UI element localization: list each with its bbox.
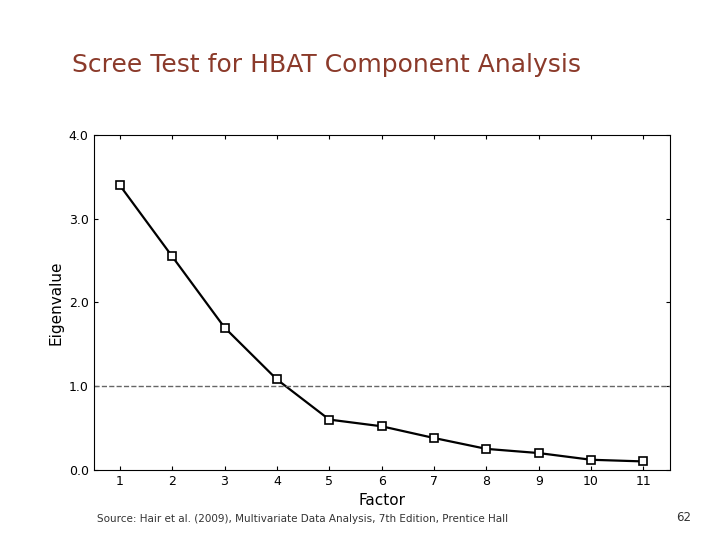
Y-axis label: Eigenvalue: Eigenvalue [48, 260, 63, 345]
X-axis label: Factor: Factor [358, 493, 405, 508]
Text: Scree Test for HBAT Component Analysis: Scree Test for HBAT Component Analysis [72, 53, 581, 77]
Text: 62: 62 [676, 511, 691, 524]
Text: Source: Hair et al. (2009), Multivariate Data Analysis, 7th Edition, Prentice Ha: Source: Hair et al. (2009), Multivariate… [96, 514, 508, 524]
